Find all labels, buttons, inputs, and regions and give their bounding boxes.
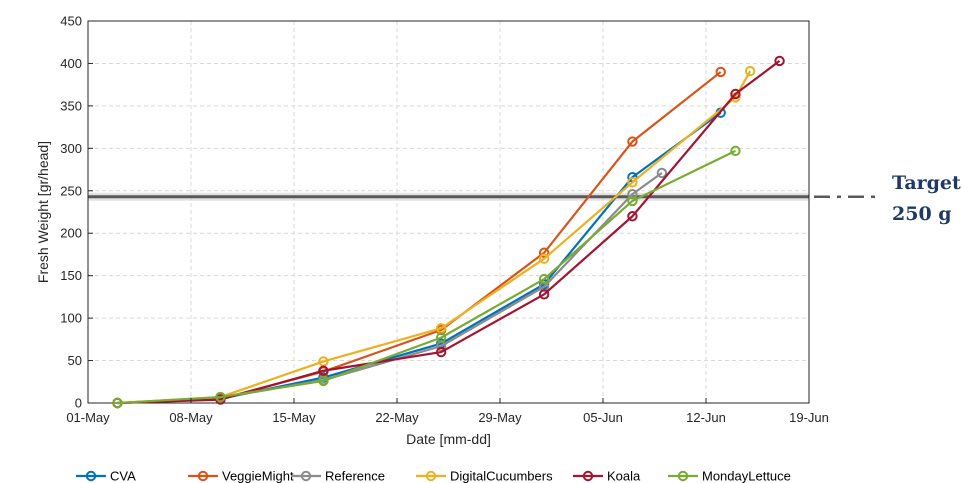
data-point xyxy=(774,55,785,67)
x-axis-title: Date [mm-dd] xyxy=(406,431,491,447)
legend-swatch-marker xyxy=(425,470,437,482)
legend-item: MondayLettuce xyxy=(668,469,791,483)
legend-swatch-marker xyxy=(85,470,97,482)
y-axis-title: Fresh Weight [gr/head] xyxy=(35,141,51,283)
legend-item: Reference xyxy=(291,469,385,483)
y-tick-label: 100 xyxy=(60,311,82,326)
series-line xyxy=(117,70,752,405)
x-tick-label: 15-May xyxy=(272,410,316,425)
legend-label: DigitalCucumbers xyxy=(450,469,553,483)
x-axis-ticks: 01-May 08-May 15-May 22-May 29-May 05-Jun 12-J… xyxy=(66,398,829,425)
data-point xyxy=(627,195,638,207)
x-tick-label: 22-May xyxy=(375,410,419,425)
data-point xyxy=(538,273,550,285)
y-tick-label: 150 xyxy=(60,268,82,283)
y-axis-ticks: 0 50 100 150 200 250 300 350 400 450 xyxy=(60,14,93,411)
series-mondaylettuce xyxy=(112,145,741,409)
data-point xyxy=(730,88,741,100)
target-label-line2: 250 g xyxy=(892,203,952,225)
legend-label: Reference xyxy=(325,469,385,483)
data-point xyxy=(715,66,726,78)
y-tick-label: 300 xyxy=(60,141,82,156)
plot-border xyxy=(87,20,810,404)
y-tick-label: 0 xyxy=(75,396,82,411)
target-label-line1: Target xyxy=(892,172,961,194)
legend-swatch-marker xyxy=(582,470,594,482)
y-tick-label: 450 xyxy=(60,14,82,29)
legend-item: VeggieMight xyxy=(188,469,294,483)
data-point xyxy=(215,391,226,403)
y-tick-label: 200 xyxy=(60,226,82,241)
x-tick-label: 01-May xyxy=(66,410,110,425)
x-tick-label: 05-Jun xyxy=(583,410,623,425)
data-point xyxy=(318,375,329,387)
data-point xyxy=(435,346,447,358)
data-point xyxy=(627,211,638,222)
plot-area xyxy=(88,21,809,403)
data-point xyxy=(627,136,638,147)
legend-swatch-marker xyxy=(677,470,689,482)
legend-swatch-marker xyxy=(300,470,312,482)
y-tick-label: 350 xyxy=(60,98,82,113)
series-line xyxy=(117,149,736,405)
legend-item: CVA xyxy=(76,469,136,483)
data-point xyxy=(112,397,123,409)
data-point xyxy=(318,365,329,376)
data-point xyxy=(730,145,741,157)
legend-label: Koala xyxy=(607,469,641,483)
x-tick-label: 29-May xyxy=(478,410,522,425)
legend-label: VeggieMight xyxy=(222,469,294,483)
data-point xyxy=(435,332,447,343)
y-tick-label: 50 xyxy=(68,353,82,368)
x-tick-label: 08-May xyxy=(169,410,213,425)
y-tick-label: 250 xyxy=(60,183,82,198)
x-tick-label: 12-Jun xyxy=(686,410,726,425)
legend-item: DigitalCucumbers xyxy=(416,469,553,483)
data-point xyxy=(538,253,550,264)
data-point xyxy=(744,65,756,77)
legend-swatch-marker xyxy=(197,470,209,482)
data-point xyxy=(538,289,550,300)
legend: CVA VeggieMight Reference DigitalCucumbers K… xyxy=(76,469,791,483)
legend-label: CVA xyxy=(110,469,136,483)
data-point xyxy=(627,177,638,188)
y-tick-label: 400 xyxy=(60,56,82,71)
legend-label: MondayLettuce xyxy=(702,469,791,483)
data-point xyxy=(538,247,550,258)
data-point xyxy=(656,167,668,179)
grid xyxy=(88,21,809,403)
series-layer xyxy=(112,55,785,409)
legend-item: Koala xyxy=(573,469,641,483)
data-point xyxy=(627,188,638,200)
x-tick-label: 19-Jun xyxy=(789,410,829,425)
